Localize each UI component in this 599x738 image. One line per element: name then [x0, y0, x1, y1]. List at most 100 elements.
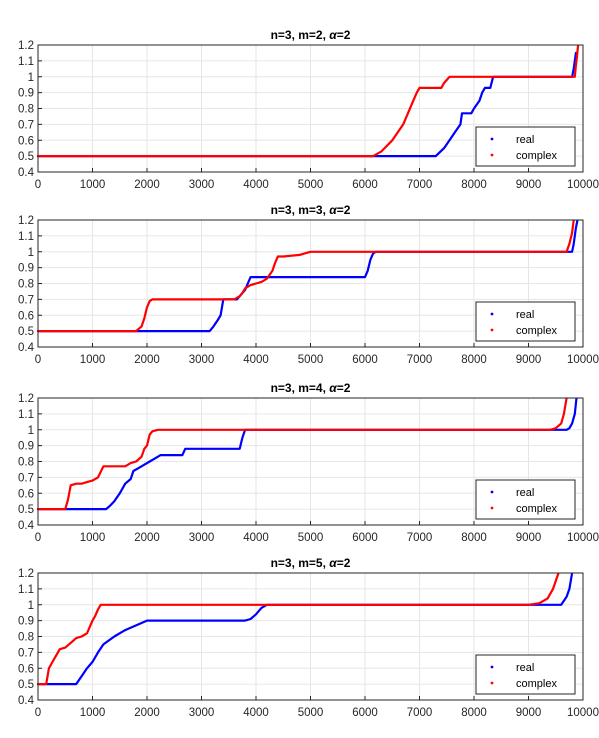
legend-label-real: real — [516, 134, 534, 146]
y-tick-label: 0.9 — [18, 88, 34, 100]
y-tick-label: 0.8 — [18, 279, 34, 291]
x-tick-label: 3000 — [189, 707, 215, 719]
y-tick-label: 1 — [28, 600, 34, 612]
title-part: =2 — [337, 28, 351, 42]
y-tick-label: 0.7 — [18, 472, 34, 484]
chart-4: 0 1000 2000 3000 4000 5000 6000 7000 8000 9000 100… — [18, 556, 599, 719]
x-tick-label: 2000 — [134, 179, 160, 191]
legend-marker-complex — [490, 681, 494, 685]
y-tick-label: 1.1 — [18, 409, 34, 421]
x-tick-label: 3000 — [189, 179, 215, 191]
x-tick-label: 10000 — [567, 707, 599, 719]
series-line-complex — [36, 396, 568, 511]
top-mask — [37, 565, 584, 573]
title-part: n=3, m=5, — [271, 556, 330, 570]
y-tick-label: 0.6 — [18, 135, 34, 147]
y-tick-label: 1 — [28, 247, 34, 259]
legend-marker-real — [490, 665, 494, 669]
legend-box — [475, 479, 576, 520]
x-tick-label: 0 — [35, 707, 41, 719]
x-tick-label: 9000 — [516, 707, 542, 719]
title-part: n=3, m=3, — [271, 203, 330, 217]
title-part: =2 — [337, 203, 351, 217]
x-tick-label: 9000 — [516, 532, 542, 544]
y-tick-label: 0.7 — [18, 119, 34, 131]
y-tick-label: 0.9 — [18, 441, 34, 453]
top-mask — [37, 37, 584, 45]
y-tick-label: 0.5 — [18, 504, 34, 516]
legend-label-complex: complex — [516, 325, 557, 337]
x-tick-label: 5000 — [298, 354, 324, 366]
x-tick-label: 0 — [35, 179, 41, 191]
x-tick-label: 2000 — [134, 707, 160, 719]
series-line-complex — [36, 218, 575, 333]
legend-marker-complex — [490, 153, 494, 157]
x-tick-label: 2000 — [134, 354, 160, 366]
legend-marker-real — [490, 312, 494, 316]
x-tick-label: 6000 — [352, 707, 378, 719]
series-line-complex — [36, 571, 560, 686]
x-tick-label: 7000 — [407, 707, 433, 719]
y-tick-label: 0.4 — [18, 342, 35, 354]
y-tick-label: 0.9 — [18, 616, 34, 628]
title-alpha: α — [329, 381, 337, 395]
y-tick-label: 0.8 — [18, 104, 34, 116]
chart-2: 0 1000 2000 3000 4000 5000 6000 7000 8000 9000 100… — [18, 203, 599, 366]
x-tick-label: 1000 — [80, 532, 106, 544]
x-tick-label: 0 — [35, 354, 41, 366]
axes-box — [37, 219, 584, 348]
legend-label-real: real — [516, 662, 534, 674]
legend-label-real: real — [516, 487, 534, 499]
legend-label-real: real — [516, 309, 534, 321]
x-tick-label: 3000 — [189, 532, 215, 544]
x-tick-label: 0 — [35, 532, 41, 544]
title-part: n=3, m=4, — [271, 381, 330, 395]
legend: real complex — [475, 301, 576, 342]
x-tick-label: 8000 — [461, 179, 487, 191]
legend-marker-complex — [490, 506, 494, 510]
x-tick-label: 4000 — [243, 707, 269, 719]
x-tick-label: 9000 — [516, 354, 542, 366]
y-tick-label: 0.7 — [18, 294, 34, 306]
axes-box — [37, 44, 584, 173]
top-mask — [37, 390, 584, 398]
y-tick-label: 0.6 — [18, 310, 34, 322]
y-tick-label: 1.1 — [18, 231, 34, 243]
legend-box — [475, 654, 576, 695]
legend-box — [475, 126, 576, 167]
y-tick-label: 0.4 — [18, 520, 35, 532]
x-tick-label: 6000 — [352, 532, 378, 544]
y-tick-label: 1.2 — [18, 215, 34, 227]
x-tick-label: 8000 — [461, 354, 487, 366]
chart-title: n=3, m=4, α=2 — [271, 381, 351, 395]
legend: real complex — [475, 654, 576, 695]
legend-box — [475, 301, 576, 342]
y-tick-label: 1.1 — [18, 56, 34, 68]
x-tick-label: 1000 — [80, 179, 106, 191]
x-tick-label: 9000 — [516, 179, 542, 191]
legend-label-complex: complex — [516, 150, 557, 162]
y-tick-label: 0.4 — [18, 167, 35, 179]
x-tick-label: 10000 — [567, 354, 599, 366]
title-alpha: α — [329, 556, 337, 570]
x-tick-label: 7000 — [407, 354, 433, 366]
y-tick-label: 0.8 — [18, 457, 34, 469]
legend-marker-real — [490, 490, 494, 494]
x-tick-label: 2000 — [134, 532, 160, 544]
chart-3: 0 1000 2000 3000 4000 5000 6000 7000 8000 9000 100… — [18, 381, 599, 544]
x-tick-label: 1000 — [80, 354, 106, 366]
title-part: n=3, m=2, — [271, 28, 330, 42]
title-alpha: α — [329, 203, 337, 217]
axes-box — [37, 397, 584, 526]
x-tick-label: 10000 — [567, 179, 599, 191]
x-tick-label: 10000 — [567, 532, 599, 544]
legend-marker-complex — [490, 328, 494, 332]
x-tick-label: 3000 — [189, 354, 215, 366]
x-tick-label: 7000 — [407, 179, 433, 191]
y-tick-label: 0.5 — [18, 679, 34, 691]
top-mask — [37, 212, 584, 220]
y-tick-label: 0.9 — [18, 263, 34, 275]
x-tick-label: 4000 — [243, 354, 269, 366]
legend-label-complex: complex — [516, 678, 557, 690]
